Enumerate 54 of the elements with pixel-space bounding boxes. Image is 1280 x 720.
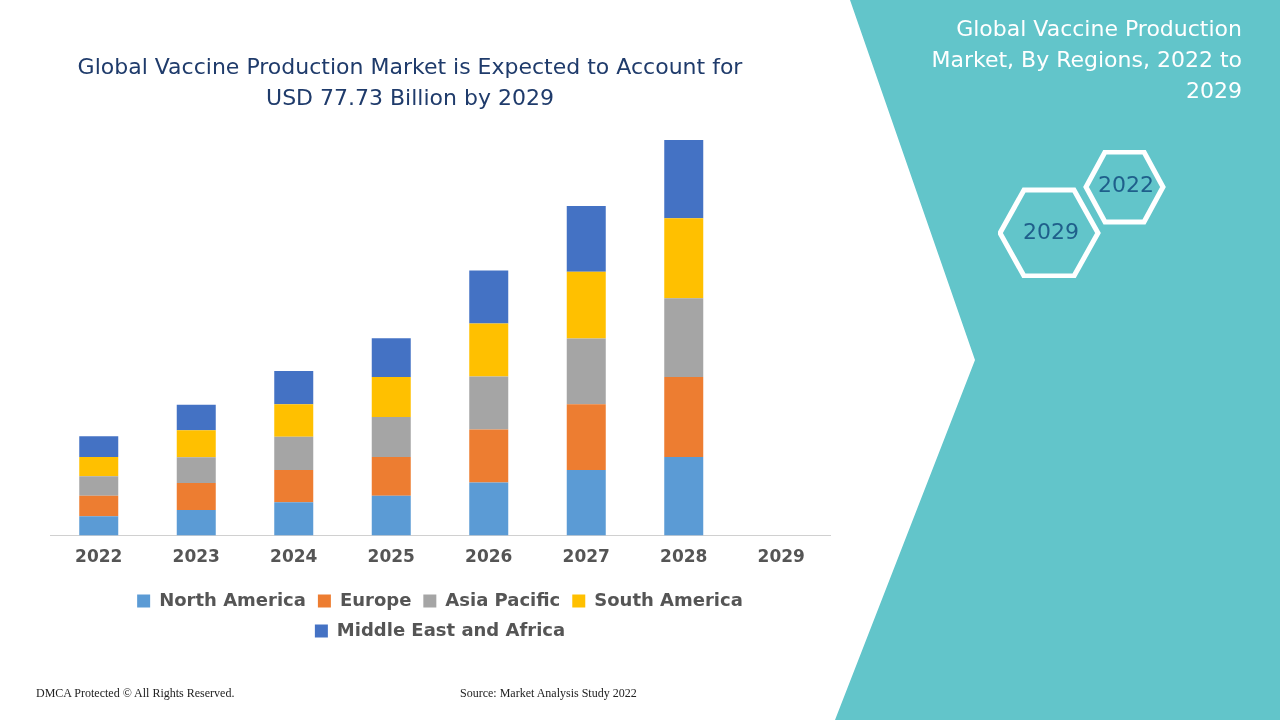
- bar: [274, 404, 314, 437]
- x-tick-label: 2024: [270, 546, 318, 567]
- legend-label: South America: [594, 588, 743, 610]
- x-tick-label: 2023: [172, 546, 220, 567]
- text: Global Vaccine Production Market, By Regions, 2022 to 2029: [930, 15, 1242, 105]
- bar: [176, 430, 216, 458]
- x-tick-label: 2027: [562, 546, 610, 567]
- bar: [274, 469, 314, 503]
- bar: [371, 338, 411, 377]
- bar: [371, 456, 411, 496]
- legend-label: Asia Pacific: [445, 588, 561, 610]
- bar: [176, 509, 216, 536]
- bar: [469, 323, 509, 377]
- bar: [79, 516, 119, 536]
- legend-label: Middle East and Africa: [336, 618, 566, 640]
- text: DMCA Protected © All Rights Reserved.: [36, 686, 235, 701]
- bar: [176, 457, 216, 483]
- bar: [176, 482, 216, 510]
- bar: [274, 371, 314, 405]
- bar: [469, 270, 509, 324]
- legend-label: Europe: [339, 588, 412, 610]
- source-note: Source: Market Analysis Study 2022: [460, 686, 637, 701]
- bar: [371, 376, 411, 417]
- bar: [79, 476, 119, 496]
- bar: [566, 338, 606, 405]
- bar: [274, 502, 314, 536]
- x-tick-label: 2025: [367, 546, 415, 567]
- bar: [664, 140, 704, 219]
- bar: [566, 206, 606, 272]
- chart-title: Global Vaccine Production Market is Expected to Account for USD 77.73 Billion by 2029: [76, 53, 744, 112]
- bar: [469, 429, 509, 483]
- bar: [664, 298, 704, 377]
- bar: [566, 271, 606, 339]
- bar: [664, 456, 704, 536]
- legend-label: North America: [159, 588, 306, 610]
- x-tick-label: 2026: [465, 546, 513, 567]
- bar: [371, 495, 411, 536]
- x-tick-label: 2029: [757, 546, 805, 567]
- text: 2029: [1022, 219, 1080, 244]
- bar: [274, 436, 314, 470]
- bar: [469, 376, 509, 430]
- bar: [664, 218, 704, 299]
- x-tick-label: 2022: [75, 546, 123, 567]
- text: 2022: [1097, 172, 1155, 197]
- bar: [371, 416, 411, 457]
- bar: [79, 456, 119, 477]
- bar: [566, 404, 606, 470]
- bar: [79, 436, 119, 457]
- x-tick-label: 2028: [660, 546, 708, 567]
- bar: [469, 482, 509, 536]
- bar: [176, 404, 216, 431]
- bar: [566, 469, 606, 536]
- bar: [79, 495, 119, 517]
- bar: [664, 376, 704, 457]
